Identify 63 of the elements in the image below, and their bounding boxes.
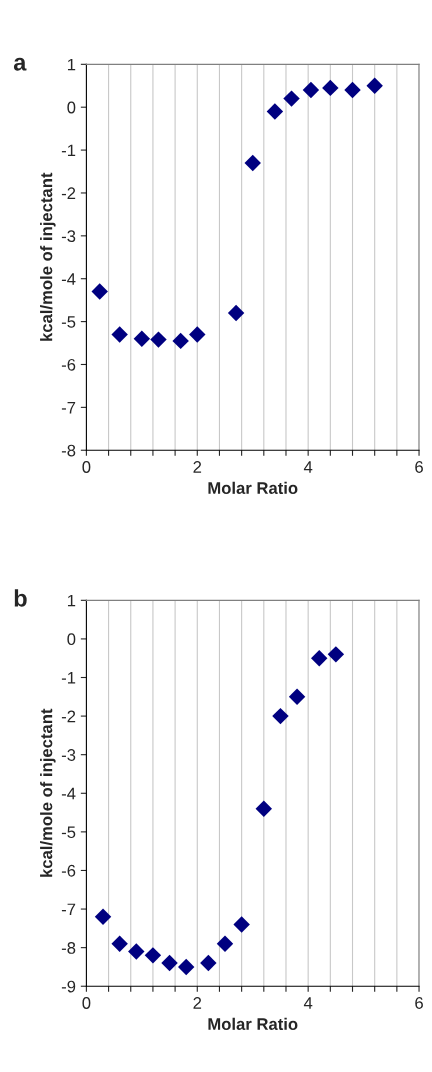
point <box>189 326 206 343</box>
y-tick-label: -7 <box>61 401 76 414</box>
y-axis-title: kcal/mole of injectant <box>40 172 56 341</box>
point <box>172 332 189 350</box>
point <box>366 77 383 94</box>
point <box>255 800 273 817</box>
y-tick-label: -8 <box>61 444 76 457</box>
x-tick-label: 6 <box>415 461 423 473</box>
point <box>244 154 261 172</box>
point <box>200 954 217 972</box>
point <box>94 908 112 925</box>
point <box>111 935 128 953</box>
y-tick-label: -3 <box>61 749 76 761</box>
y-tick-label: -6 <box>61 358 76 371</box>
point <box>91 283 108 300</box>
y-tick-label: 1 <box>67 594 76 607</box>
point <box>227 304 245 322</box>
y-tick-label: -8 <box>61 942 76 954</box>
point <box>233 916 250 933</box>
point <box>111 326 128 343</box>
y-tick-label: -5 <box>61 316 76 328</box>
y-tick-label: 0 <box>67 633 76 646</box>
point <box>288 688 306 706</box>
x-tick-label: 4 <box>303 461 313 473</box>
x-tick-label: 0 <box>82 461 91 473</box>
point <box>144 947 162 964</box>
x-axis-title: Molar Ratio <box>208 481 298 494</box>
y-tick-label: -5 <box>61 826 76 839</box>
y-tick-label: -6 <box>61 864 76 877</box>
y-tick-label: -2 <box>61 710 76 723</box>
y-tick-label: -9 <box>61 980 76 993</box>
y-tick-label: -1 <box>61 144 76 157</box>
y-tick-label: -4 <box>61 787 76 800</box>
x-tick-label: 2 <box>193 461 202 473</box>
point <box>133 330 151 347</box>
y-tick-label: -3 <box>61 230 76 243</box>
point <box>302 81 320 99</box>
x-tick-label: 0 <box>82 997 91 1009</box>
x-tick-label: 4 <box>303 997 313 1009</box>
y-tick-label: -2 <box>61 187 76 199</box>
y-tick-label: -7 <box>61 903 76 916</box>
point <box>272 707 289 725</box>
y-tick-label: -4 <box>61 273 76 285</box>
x-axis-title: Molar Ratio <box>208 1017 298 1030</box>
x-tick-label: 6 <box>415 997 423 1009</box>
point <box>344 81 361 99</box>
chart-title: b <box>14 589 27 607</box>
point <box>283 90 300 107</box>
point <box>266 103 284 120</box>
chart-title: a <box>13 57 27 71</box>
y-tick-label: 0 <box>67 101 76 114</box>
point <box>150 331 167 348</box>
point <box>161 954 178 972</box>
y-tick-label: -1 <box>61 672 76 684</box>
x-tick-label: 2 <box>193 997 202 1009</box>
point <box>327 646 345 663</box>
y-axis-title: kcal/mole of injectant <box>40 708 56 877</box>
point <box>128 943 145 960</box>
point <box>311 649 328 667</box>
point <box>216 935 234 953</box>
point <box>177 958 195 976</box>
y-tick-label: 1 <box>67 58 76 71</box>
point <box>322 79 339 97</box>
